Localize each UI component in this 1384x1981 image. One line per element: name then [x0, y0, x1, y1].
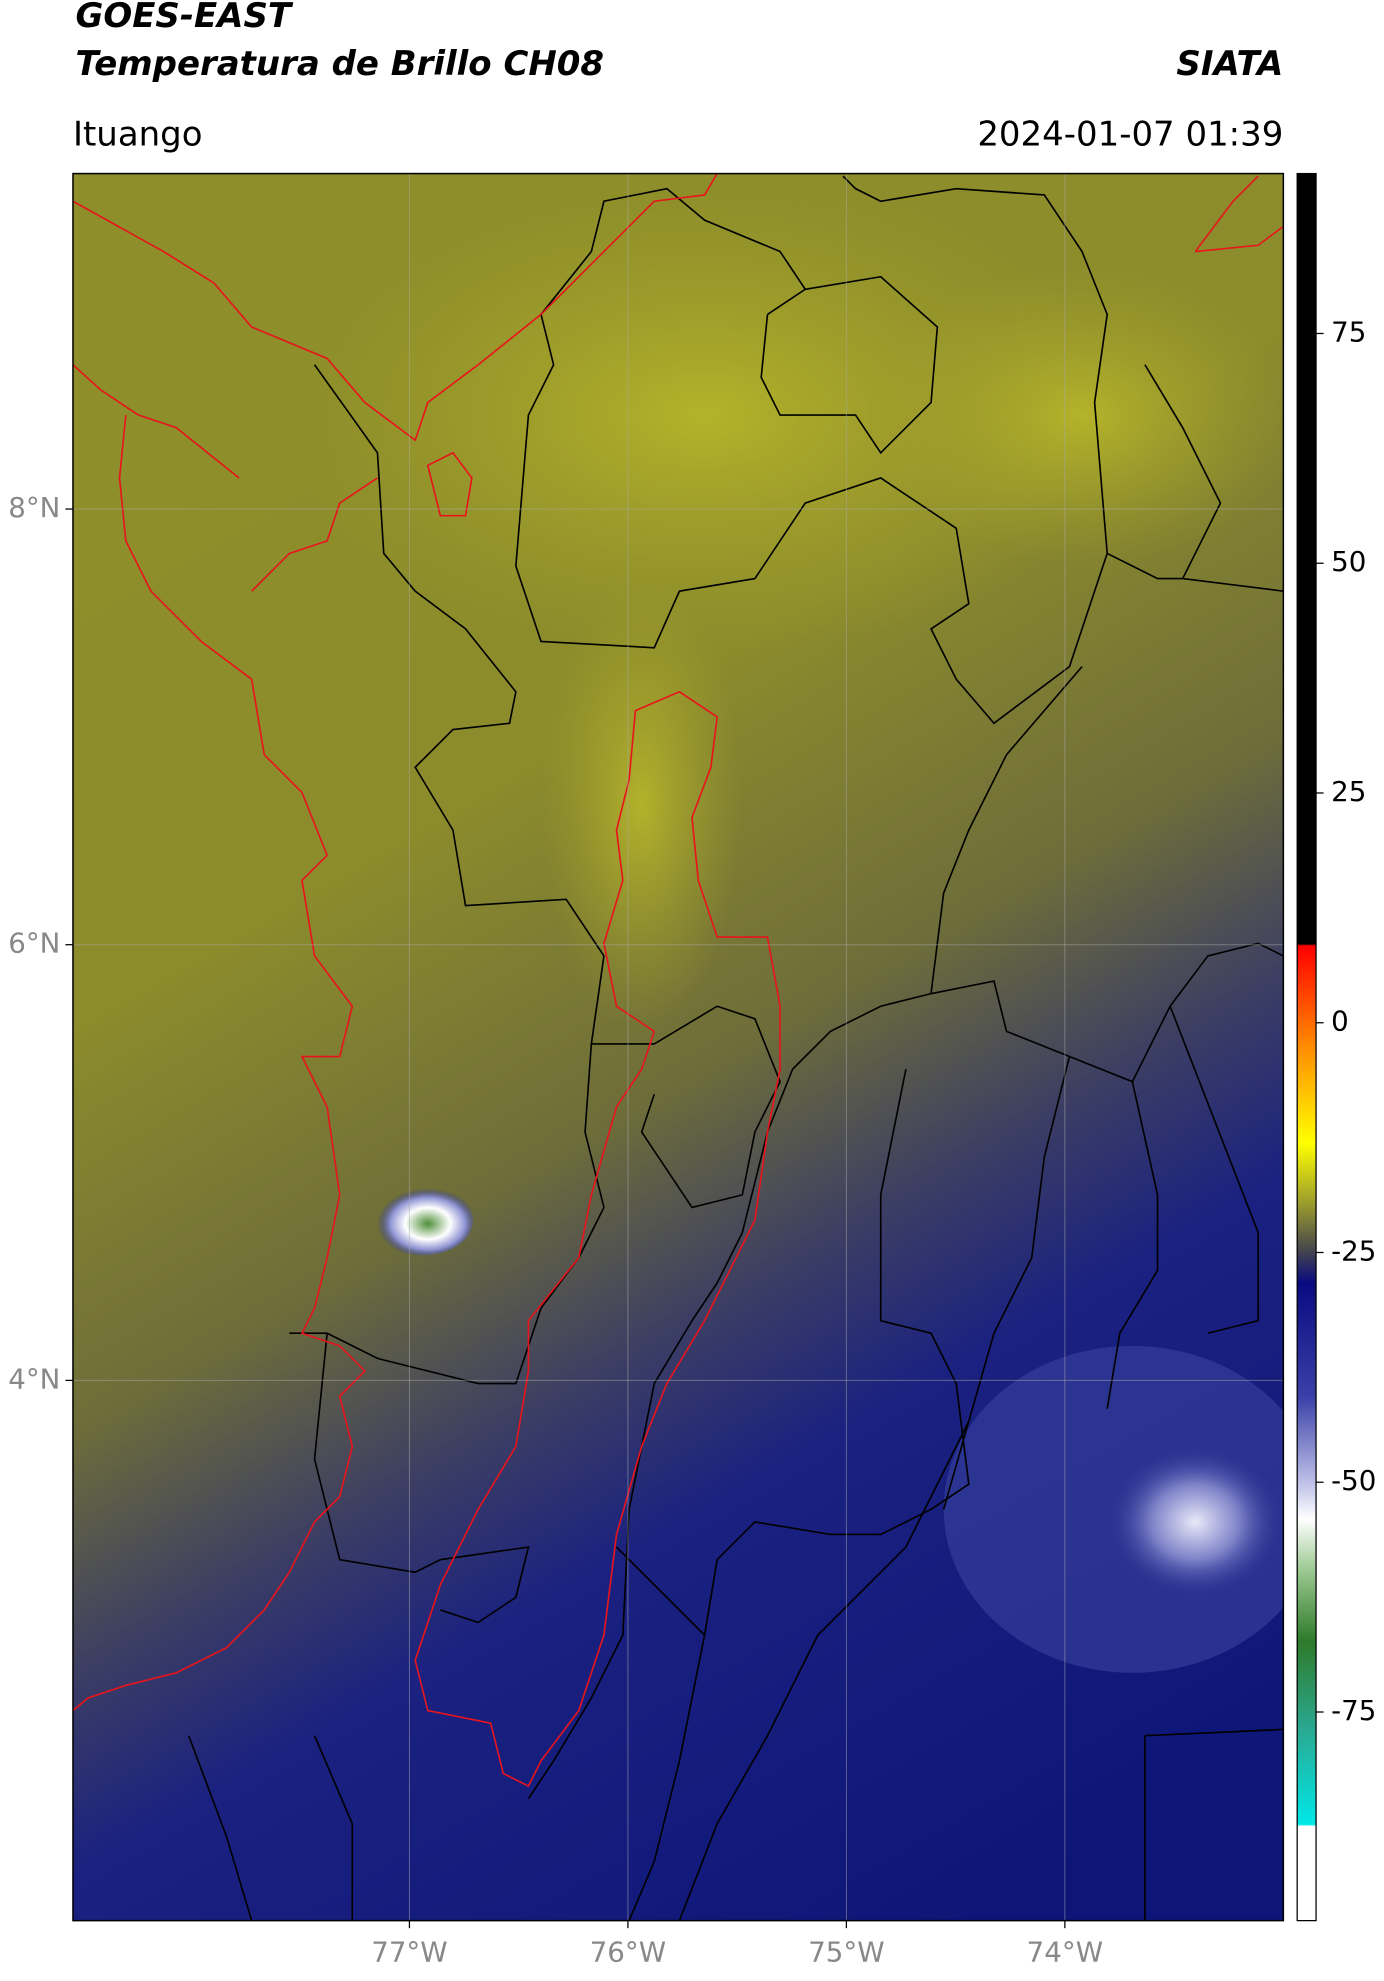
lat-tick-label: 6°N	[8, 927, 60, 960]
lat-tick-label: 4°N	[8, 1362, 60, 1395]
subtitle: Temperatura de Brillo CH08	[75, 44, 604, 84]
datetime: 2024-01-07 01:39	[977, 114, 1283, 154]
lon-tick-label: 74°W	[1027, 1935, 1103, 1968]
colorbar-tick-label: 0	[1331, 1005, 1349, 1038]
lon-tick-label: 76°W	[590, 1935, 666, 1968]
map-frame	[72, 172, 1285, 1922]
map	[72, 173, 1284, 1921]
colorbar-tick-label: 75	[1331, 315, 1366, 348]
colorbar-tick-label: 25	[1331, 775, 1366, 808]
title: GOES-EAST	[75, 0, 293, 36]
grid	[72, 173, 1284, 1921]
lat-tick-label: 8°N	[8, 491, 60, 524]
lon-tick-label: 75°W	[808, 1935, 884, 1968]
colorbar	[1296, 172, 1317, 1922]
colorbar-tick-label: -25	[1331, 1235, 1376, 1268]
colorbar-tick-label: -75	[1331, 1694, 1376, 1727]
colorbar-tick-label: -50	[1331, 1464, 1376, 1497]
lon-tick-label: 77°W	[371, 1935, 447, 1968]
colorbar-tick-label: 50	[1331, 545, 1366, 578]
brand: SIATA	[1176, 44, 1283, 84]
location: Ituango	[73, 114, 203, 154]
